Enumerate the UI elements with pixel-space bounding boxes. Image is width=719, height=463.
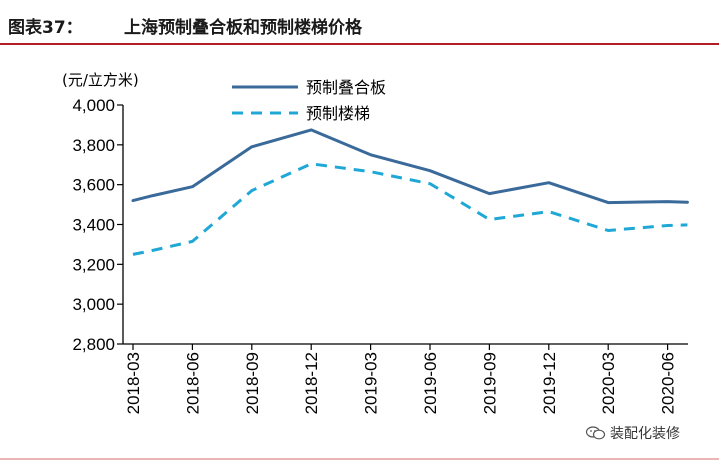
y-axis-ticks: 2,800 3,000 3,200 3,400 3,600 3,800 4,000 bbox=[72, 96, 123, 354]
series-line-2 bbox=[132, 162, 688, 256]
x-tick-label: 2020-06 bbox=[659, 352, 678, 414]
x-tick-label: 2019-03 bbox=[362, 352, 381, 414]
y-tick-label: 4,000 bbox=[72, 96, 115, 115]
y-tick-label: 3,000 bbox=[72, 295, 115, 314]
y-tick-label: 3,200 bbox=[72, 255, 115, 274]
x-tick-label: 2019-09 bbox=[480, 352, 499, 414]
y-tick-label: 3,800 bbox=[72, 136, 115, 155]
x-tick-label: 2019-06 bbox=[421, 352, 440, 414]
chart-axes bbox=[122, 105, 688, 345]
x-tick-label: 2018-09 bbox=[243, 352, 262, 414]
y-axis-unit-label: (元/立方米) bbox=[62, 71, 139, 89]
y-tick-label: 3,400 bbox=[72, 216, 115, 235]
y-tick-label: 3,600 bbox=[72, 176, 115, 195]
watermark-text: 装配化装修 bbox=[610, 426, 680, 442]
series-lines bbox=[131, 128, 689, 256]
x-tick-label: 2018-12 bbox=[302, 352, 321, 414]
x-tick-label: 2018-06 bbox=[183, 352, 202, 414]
footer-divider bbox=[0, 458, 719, 460]
watermark: 装配化装修 bbox=[586, 423, 680, 443]
chart-title: 上海预制叠合板和预制楼梯价格 bbox=[124, 18, 362, 38]
legend-label-2: 预制楼梯 bbox=[306, 104, 370, 123]
series-line-1 bbox=[131, 128, 689, 205]
y-tick-label: 2,800 bbox=[72, 335, 115, 354]
legend-label-1: 预制叠合板 bbox=[306, 78, 386, 97]
wechat-icon bbox=[586, 426, 606, 440]
x-tick-label: 2020-03 bbox=[599, 352, 618, 414]
header-divider bbox=[0, 43, 719, 45]
x-tick-label: 2018-03 bbox=[124, 352, 143, 414]
figure-number: 图表37： bbox=[8, 18, 83, 38]
x-tick-label: 2019-12 bbox=[540, 352, 559, 414]
figure-header: 图表37： 上海预制叠合板和预制楼梯价格 bbox=[0, 0, 719, 46]
x-axis-ticks: 2018-03 2018-06 2018-09 2018-12 2019-03 2019-… bbox=[124, 344, 678, 414]
